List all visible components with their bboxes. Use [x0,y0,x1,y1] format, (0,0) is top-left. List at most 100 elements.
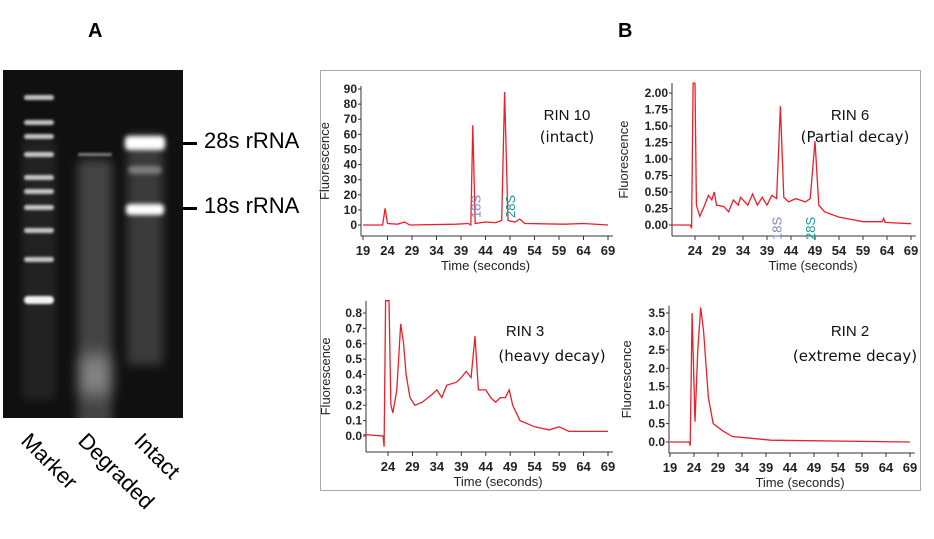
x-tick-label: 69 [601,459,615,474]
y-tick-label: 0.0 [648,435,665,449]
chart-title: RIN 6 [831,107,869,124]
peak-label-18s: 18S [769,217,784,240]
marker-band [24,204,54,210]
fluorescence-trace [363,300,608,447]
marker-band [24,133,54,139]
intact-28s-band [125,136,165,150]
y-tick-label: 1.50 [645,119,669,133]
chart-subtitle: (Partial decay) [801,128,910,146]
intact-smear [127,135,163,365]
chart-subtitle: (intact) [540,128,595,146]
y-axis-label: Fluorescence [616,121,631,199]
fluorescence-trace [671,82,912,229]
x-axis-label: Time (seconds) [768,258,857,273]
y-tick-label: 0.5 [345,352,362,366]
x-tick-label: 29 [712,243,726,258]
x-tick-label: 54 [832,243,847,258]
y-tick-label: 0.4 [345,368,362,382]
x-tick-label: 49 [503,243,517,258]
x-tick-label: 64 [880,243,895,258]
y-tick-label: 0.25 [645,202,669,216]
y-axis-label: Fluorescence [317,122,332,200]
x-tick-label: 69 [903,460,917,475]
x-tick-label: 24 [380,243,395,258]
x-tick-label: 49 [807,460,821,475]
degraded-smear [78,160,112,418]
y-tick-label: 0.75 [645,169,669,183]
x-tick-label: 34 [735,460,750,475]
peak-label-18s: 18S [469,195,484,218]
y-axis-label: Fluorescence [318,337,333,415]
y-tick-label: 3.0 [648,324,665,338]
y-tick-label: 2.5 [648,343,665,357]
y-tick-label: 0.2 [345,398,362,412]
y-tick-label: 80 [344,97,358,111]
chart-subtitle: (extreme decay) [793,347,917,365]
x-tick-label: 54 [527,459,542,474]
x-tick-label: 44 [784,243,799,258]
x-tick-label: 39 [760,243,774,258]
y-tick-label: 50 [344,142,358,156]
y-tick-label: 1.00 [645,152,669,166]
28s-tick [183,142,197,145]
chart-rin-2: 19 24 29 34 39 44 49 54 59 64 69 0.0 0.5 1.0 1.5 2.0 2.5… [619,305,917,490]
chart-title: RIN 3 [506,323,544,340]
y-tick-label: 0.8 [345,306,362,320]
x-tick-label: 24 [687,460,702,475]
x-tick-label: 19 [663,460,677,475]
marker-smear [22,140,56,400]
18s-tick [183,207,197,210]
28s-label: 28s rRNA [204,128,300,153]
chart-title: RIN 10 [544,107,591,124]
x-tick-label: 49 [808,243,822,258]
18s-label: 18s rRNA [204,193,300,218]
chart-rin-3: 24 29 34 39 44 49 54 59 64 690.00.10.20.30.40.50.… [318,300,615,489]
x-tick-label: 64 [576,459,591,474]
y-tick-label: 0.5 [648,417,665,431]
peak-label-28s: 28S [803,217,818,240]
x-tick-label: 29 [405,459,419,474]
y-tick-label: 1.75 [645,103,669,117]
y-tick-label: 70 [344,112,358,126]
y-tick-label: 30 [344,173,358,187]
marker-band [24,256,54,262]
y-tick-label: 60 [344,127,358,141]
y-tick-label: 10 [344,203,358,217]
y-axis-label: Fluorescence [619,340,634,418]
x-tick-label: 69 [601,243,615,258]
marker-band [24,151,54,157]
y-tick-label: 90 [344,82,358,96]
marker-band [24,94,54,100]
y-tick-label: 1.0 [648,398,665,412]
y-tick-label: 0.50 [645,185,669,199]
x-tick-label: 34 [736,243,751,258]
x-tick-label: 29 [711,460,725,475]
y-tick-label: 2.00 [645,86,669,100]
y-tick-label: 0.6 [345,337,362,351]
y-tick-label: 0.0 [345,429,362,443]
x-tick-label: 39 [454,243,468,258]
x-tick-label: 59 [552,459,566,474]
intact-18s-band [126,203,164,215]
x-tick-label: 59 [855,460,869,475]
y-tick-label: 0.00 [645,218,669,232]
x-tick-label: 24 [381,459,396,474]
x-tick-label: 44 [783,460,798,475]
y-tick-label: 3.5 [648,306,665,320]
x-tick-label: 59 [856,243,870,258]
x-tick-label: 69 [904,243,918,258]
y-tick-label: 1.5 [648,380,665,394]
gel-image [3,70,183,418]
marker-band [24,227,54,233]
x-tick-label: 34 [430,459,445,474]
x-axis-label: Time (seconds) [453,474,542,489]
x-tick-label: 64 [576,243,591,258]
x-axis-label: Time (seconds) [755,475,844,490]
x-axis-label: Time (seconds) [441,258,530,273]
chart-subtitle: (heavy decay) [498,347,605,365]
x-tick-label: 49 [503,459,517,474]
fluorescence-trace [670,307,911,446]
x-tick-label: 64 [879,460,894,475]
